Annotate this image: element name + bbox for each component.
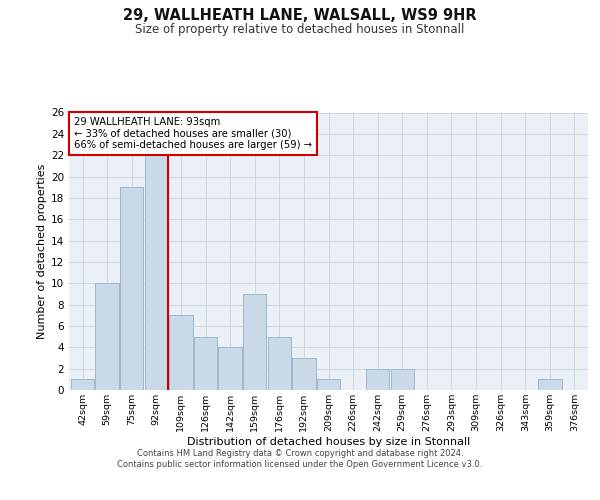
Bar	[268, 336, 291, 390]
Bar	[391, 368, 414, 390]
Bar	[243, 294, 266, 390]
Text: Contains HM Land Registry data © Crown copyright and database right 2024.: Contains HM Land Registry data © Crown c…	[137, 448, 463, 458]
Bar	[218, 348, 242, 390]
Text: Contains public sector information licensed under the Open Government Licence v3: Contains public sector information licen…	[118, 460, 482, 469]
Bar	[120, 187, 143, 390]
Bar	[145, 155, 168, 390]
Bar	[292, 358, 316, 390]
Bar	[169, 316, 193, 390]
Text: Size of property relative to detached houses in Stonnall: Size of property relative to detached ho…	[136, 22, 464, 36]
Bar	[145, 155, 168, 390]
Bar	[194, 336, 217, 390]
Text: 29 WALLHEATH LANE: 93sqm
← 33% of detached houses are smaller (30)
66% of semi-d: 29 WALLHEATH LANE: 93sqm ← 33% of detach…	[74, 116, 312, 150]
Bar	[538, 380, 562, 390]
Bar	[194, 336, 217, 390]
Bar	[366, 368, 389, 390]
Text: 29, WALLHEATH LANE, WALSALL, WS9 9HR: 29, WALLHEATH LANE, WALSALL, WS9 9HR	[123, 8, 477, 22]
Bar	[366, 368, 389, 390]
Bar	[268, 336, 291, 390]
Bar	[292, 358, 316, 390]
Bar	[71, 380, 94, 390]
Bar	[317, 380, 340, 390]
Bar	[120, 187, 143, 390]
Bar	[218, 348, 242, 390]
Bar	[71, 380, 94, 390]
Bar	[317, 380, 340, 390]
Bar	[95, 284, 119, 390]
Bar	[243, 294, 266, 390]
Bar	[538, 380, 562, 390]
Bar	[391, 368, 414, 390]
Bar	[169, 316, 193, 390]
Bar	[95, 284, 119, 390]
Y-axis label: Number of detached properties: Number of detached properties	[37, 164, 47, 339]
X-axis label: Distribution of detached houses by size in Stonnall: Distribution of detached houses by size …	[187, 437, 470, 447]
